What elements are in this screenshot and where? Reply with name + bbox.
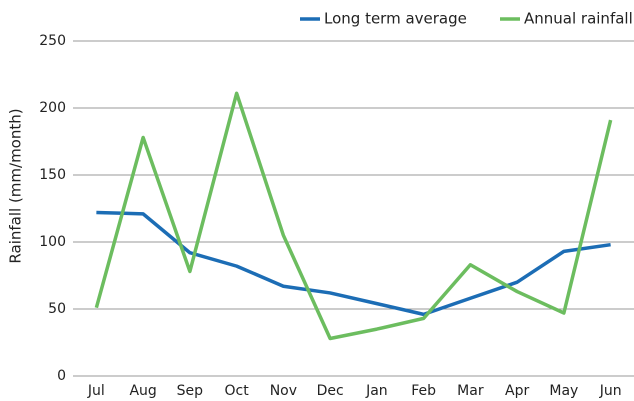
x-tick-label: Jun: [599, 383, 622, 399]
y-tick-label: 250: [39, 33, 66, 49]
x-tick-label: Mar: [457, 383, 484, 399]
y-tick-label: 50: [48, 301, 66, 317]
x-tick-label: Jan: [365, 383, 388, 399]
x-tick-label: Apr: [505, 383, 529, 399]
x-tick-label: Sep: [177, 383, 204, 399]
x-tick-label: Oct: [225, 383, 250, 399]
x-tick-label: Nov: [270, 383, 297, 399]
y-tick-label: 0: [57, 368, 66, 384]
x-tick-label: Dec: [317, 383, 344, 399]
x-tick-label: Feb: [411, 383, 436, 399]
x-tick-label: Aug: [129, 383, 156, 399]
x-tick-label: Jul: [87, 383, 105, 399]
y-tick-label: 100: [39, 234, 66, 250]
y-tick-label: 200: [39, 100, 66, 116]
y-axis-label: Rainfall (mm/month): [7, 108, 25, 263]
legend-label: Annual rainfall: [524, 10, 633, 28]
x-tick-label: May: [549, 383, 578, 399]
y-tick-label: 150: [39, 167, 66, 183]
series-line: [94, 91, 613, 341]
legend-label: Long term average: [324, 10, 467, 28]
